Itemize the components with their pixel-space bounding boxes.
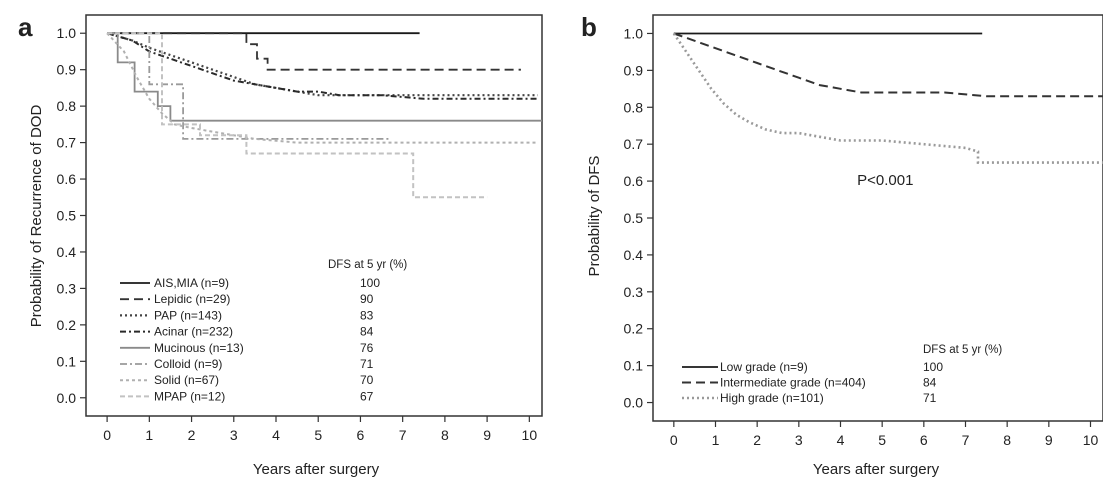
panel-a-y-tick-label: 0.0: [57, 390, 77, 406]
panel-b-legend: DFS at 5 yr (%) Low grade (n=9) 100 Interm…: [682, 344, 1002, 405]
panel-a-y-tick-label: 0.5: [57, 208, 77, 224]
panel-a-y-tick-label: 0.1: [57, 353, 77, 369]
panel-a-y-tick-label: 0.4: [57, 244, 77, 260]
panel-a-x-tick-label: 8: [441, 427, 449, 443]
panel-b-series: [674, 34, 1103, 163]
panel-a-x-tick-label: 6: [357, 427, 365, 443]
panel-a-y-tick-label: 0.8: [57, 98, 77, 114]
panel-b-y-tick-label: 0.3: [624, 284, 644, 300]
panel-a-legend: DFS at 5 yr (%) AIS,MIA (n=9) 100 Lepidic …: [120, 259, 407, 403]
panel-a-y-axis-label: Probability of Recurrence of DOD: [28, 105, 45, 328]
panel-a-x-tick-label: 5: [314, 427, 322, 443]
panel-b-series-line-1: [674, 34, 1103, 97]
panel-b-y-tick-label: 0.7: [624, 136, 644, 152]
panel-a-x-tick-label: 10: [522, 427, 538, 443]
panel-a-legend-label: Acinar (n=232): [154, 325, 233, 339]
panel-a-legend-dfs-value: 84: [360, 325, 374, 339]
panel-a-legend-dfs-value: 70: [360, 373, 374, 387]
panel-a-series: [107, 33, 542, 197]
panel-a-x-tick-label: 4: [272, 427, 280, 443]
panel-a-series-line-1: [107, 33, 521, 69]
panel-b-y-tick-label: 0.5: [624, 210, 644, 226]
panel-b-y-tick-label: 0.1: [624, 358, 644, 374]
panel-a-y-tick-label: 0.6: [57, 171, 77, 187]
panel-a-x-tick-label: 0: [103, 427, 111, 443]
panel-b-y-tick-label: 0.2: [624, 321, 644, 337]
panel-a-legend-dfs-value: 100: [360, 276, 380, 290]
panel-a-series-line-2: [107, 33, 538, 95]
panel-a-legend-title: DFS at 5 yr (%): [328, 259, 407, 271]
panel-a-y-ticks: 0.0 0.1 0.2 0.3 0.4 0.5 0.6 0.7 0.8 0.9 1.0: [57, 25, 86, 406]
panel-a-series-line-7: [107, 33, 487, 197]
panel-a-series-line-6: [107, 33, 538, 142]
panel-b-legend-title: DFS at 5 yr (%): [923, 344, 1002, 356]
panel-b-y-tick-label: 0.9: [624, 62, 644, 78]
panel-b-y-tick-label: 0.6: [624, 173, 644, 189]
panel-b-y-axis-label: Probability of DFS: [586, 156, 603, 277]
panel-b-x-ticks: 0 1 2 3 4 5 6 7 8 9 10: [670, 421, 1099, 448]
panel-b-legend-label: Intermediate grade (n=404): [720, 376, 866, 390]
panel-b-y-tick-label: 1.0: [624, 25, 644, 41]
panel-b-series-line-2: [674, 34, 1103, 163]
panel-b-x-tick-label: 9: [1045, 432, 1053, 448]
panel-b-x-axis-label: Years after surgery: [813, 461, 940, 478]
panel-b-y-tick-label: 0.4: [624, 247, 644, 263]
panel-a-legend-label: AIS,MIA (n=9): [154, 276, 229, 290]
panel-a-series-line-5: [107, 33, 390, 139]
panel-a-legend-dfs-value: 67: [360, 389, 374, 403]
panel-b-p-value: P<0.001: [857, 172, 913, 189]
panel-b-x-tick-label: 10: [1083, 432, 1099, 448]
panel-a-legend-label: MPAP (n=12): [154, 389, 225, 403]
panel-b-chart: b 0.0 0.1 0.2 0.3 0.4 0.5 0.6 0.7 0.8 0.9 1.0 0 1 2 3…: [581, 12, 1103, 478]
panel-b-y-tick-label: 0.0: [624, 395, 644, 411]
panel-a-x-tick-label: 1: [145, 427, 153, 443]
panel-a-x-tick-label: 3: [230, 427, 238, 443]
panel-a-y-tick-label: 0.7: [57, 135, 77, 151]
panel-a-plot-frame: [86, 15, 542, 416]
panel-b-y-tick-label: 0.8: [624, 99, 644, 115]
panel-a-legend-label: Solid (n=67): [154, 373, 219, 387]
panel-a-x-axis-label: Years after surgery: [253, 461, 380, 478]
panel-b-x-tick-label: 2: [753, 432, 761, 448]
panel-b-x-tick-label: 8: [1003, 432, 1011, 448]
panel-a-x-tick-label: 2: [188, 427, 196, 443]
panel-a-legend-label: Lepidic (n=29): [154, 292, 230, 306]
panel-b-legend-dfs-value: 100: [923, 360, 943, 374]
panel-b-x-tick-label: 1: [712, 432, 720, 448]
panel-a-x-ticks: 0 1 2 3 4 5 6 7 8 9 10: [103, 416, 537, 443]
panel-a-y-tick-label: 1.0: [57, 25, 77, 41]
panel-b-x-tick-label: 4: [837, 432, 845, 448]
panel-a-legend-dfs-value: 76: [360, 341, 374, 355]
panel-a-y-tick-label: 0.9: [57, 62, 77, 78]
panel-a-series-line-4: [107, 33, 542, 121]
panel-a-legend-dfs-value: 83: [360, 308, 374, 322]
panel-a-legend-dfs-value: 90: [360, 292, 374, 306]
panel-a-y-tick-label: 0.2: [57, 317, 77, 333]
panel-b-x-tick-label: 6: [920, 432, 928, 448]
panel-b-x-tick-label: 5: [878, 432, 886, 448]
panel-a-x-tick-label: 7: [399, 427, 407, 443]
panel-b-legend-label: High grade (n=101): [720, 391, 824, 405]
panel-a-legend-label: Colloid (n=9): [154, 357, 222, 371]
panel-a-letter: a: [18, 12, 33, 42]
panel-b-legend-label: Low grade (n=9): [720, 360, 808, 374]
panel-a-series-line-3: [107, 33, 538, 99]
panel-a-legend-label: PAP (n=143): [154, 308, 222, 322]
panel-b-y-ticks: 0.0 0.1 0.2 0.3 0.4 0.5 0.6 0.7 0.8 0.9 1.0: [624, 25, 653, 410]
panel-a-chart: a 0.0 0.1 0.2 0.3 0.4 0.5 0.6 0.7 0.8 0.9 1.0 0 1 2 3…: [18, 12, 542, 478]
panel-b-x-tick-label: 0: [670, 432, 678, 448]
panel-a-y-tick-label: 0.3: [57, 280, 77, 296]
panel-a-x-tick-label: 9: [483, 427, 491, 443]
panel-a-legend-label: Mucinous (n=13): [154, 341, 244, 355]
panel-b-x-tick-label: 3: [795, 432, 803, 448]
panel-a-legend-dfs-value: 71: [360, 357, 374, 371]
panel-b-x-tick-label: 7: [962, 432, 970, 448]
panel-b-legend-dfs-value: 71: [923, 391, 937, 405]
panel-b-legend-dfs-value: 84: [923, 376, 937, 390]
panel-b-letter: b: [581, 12, 597, 42]
